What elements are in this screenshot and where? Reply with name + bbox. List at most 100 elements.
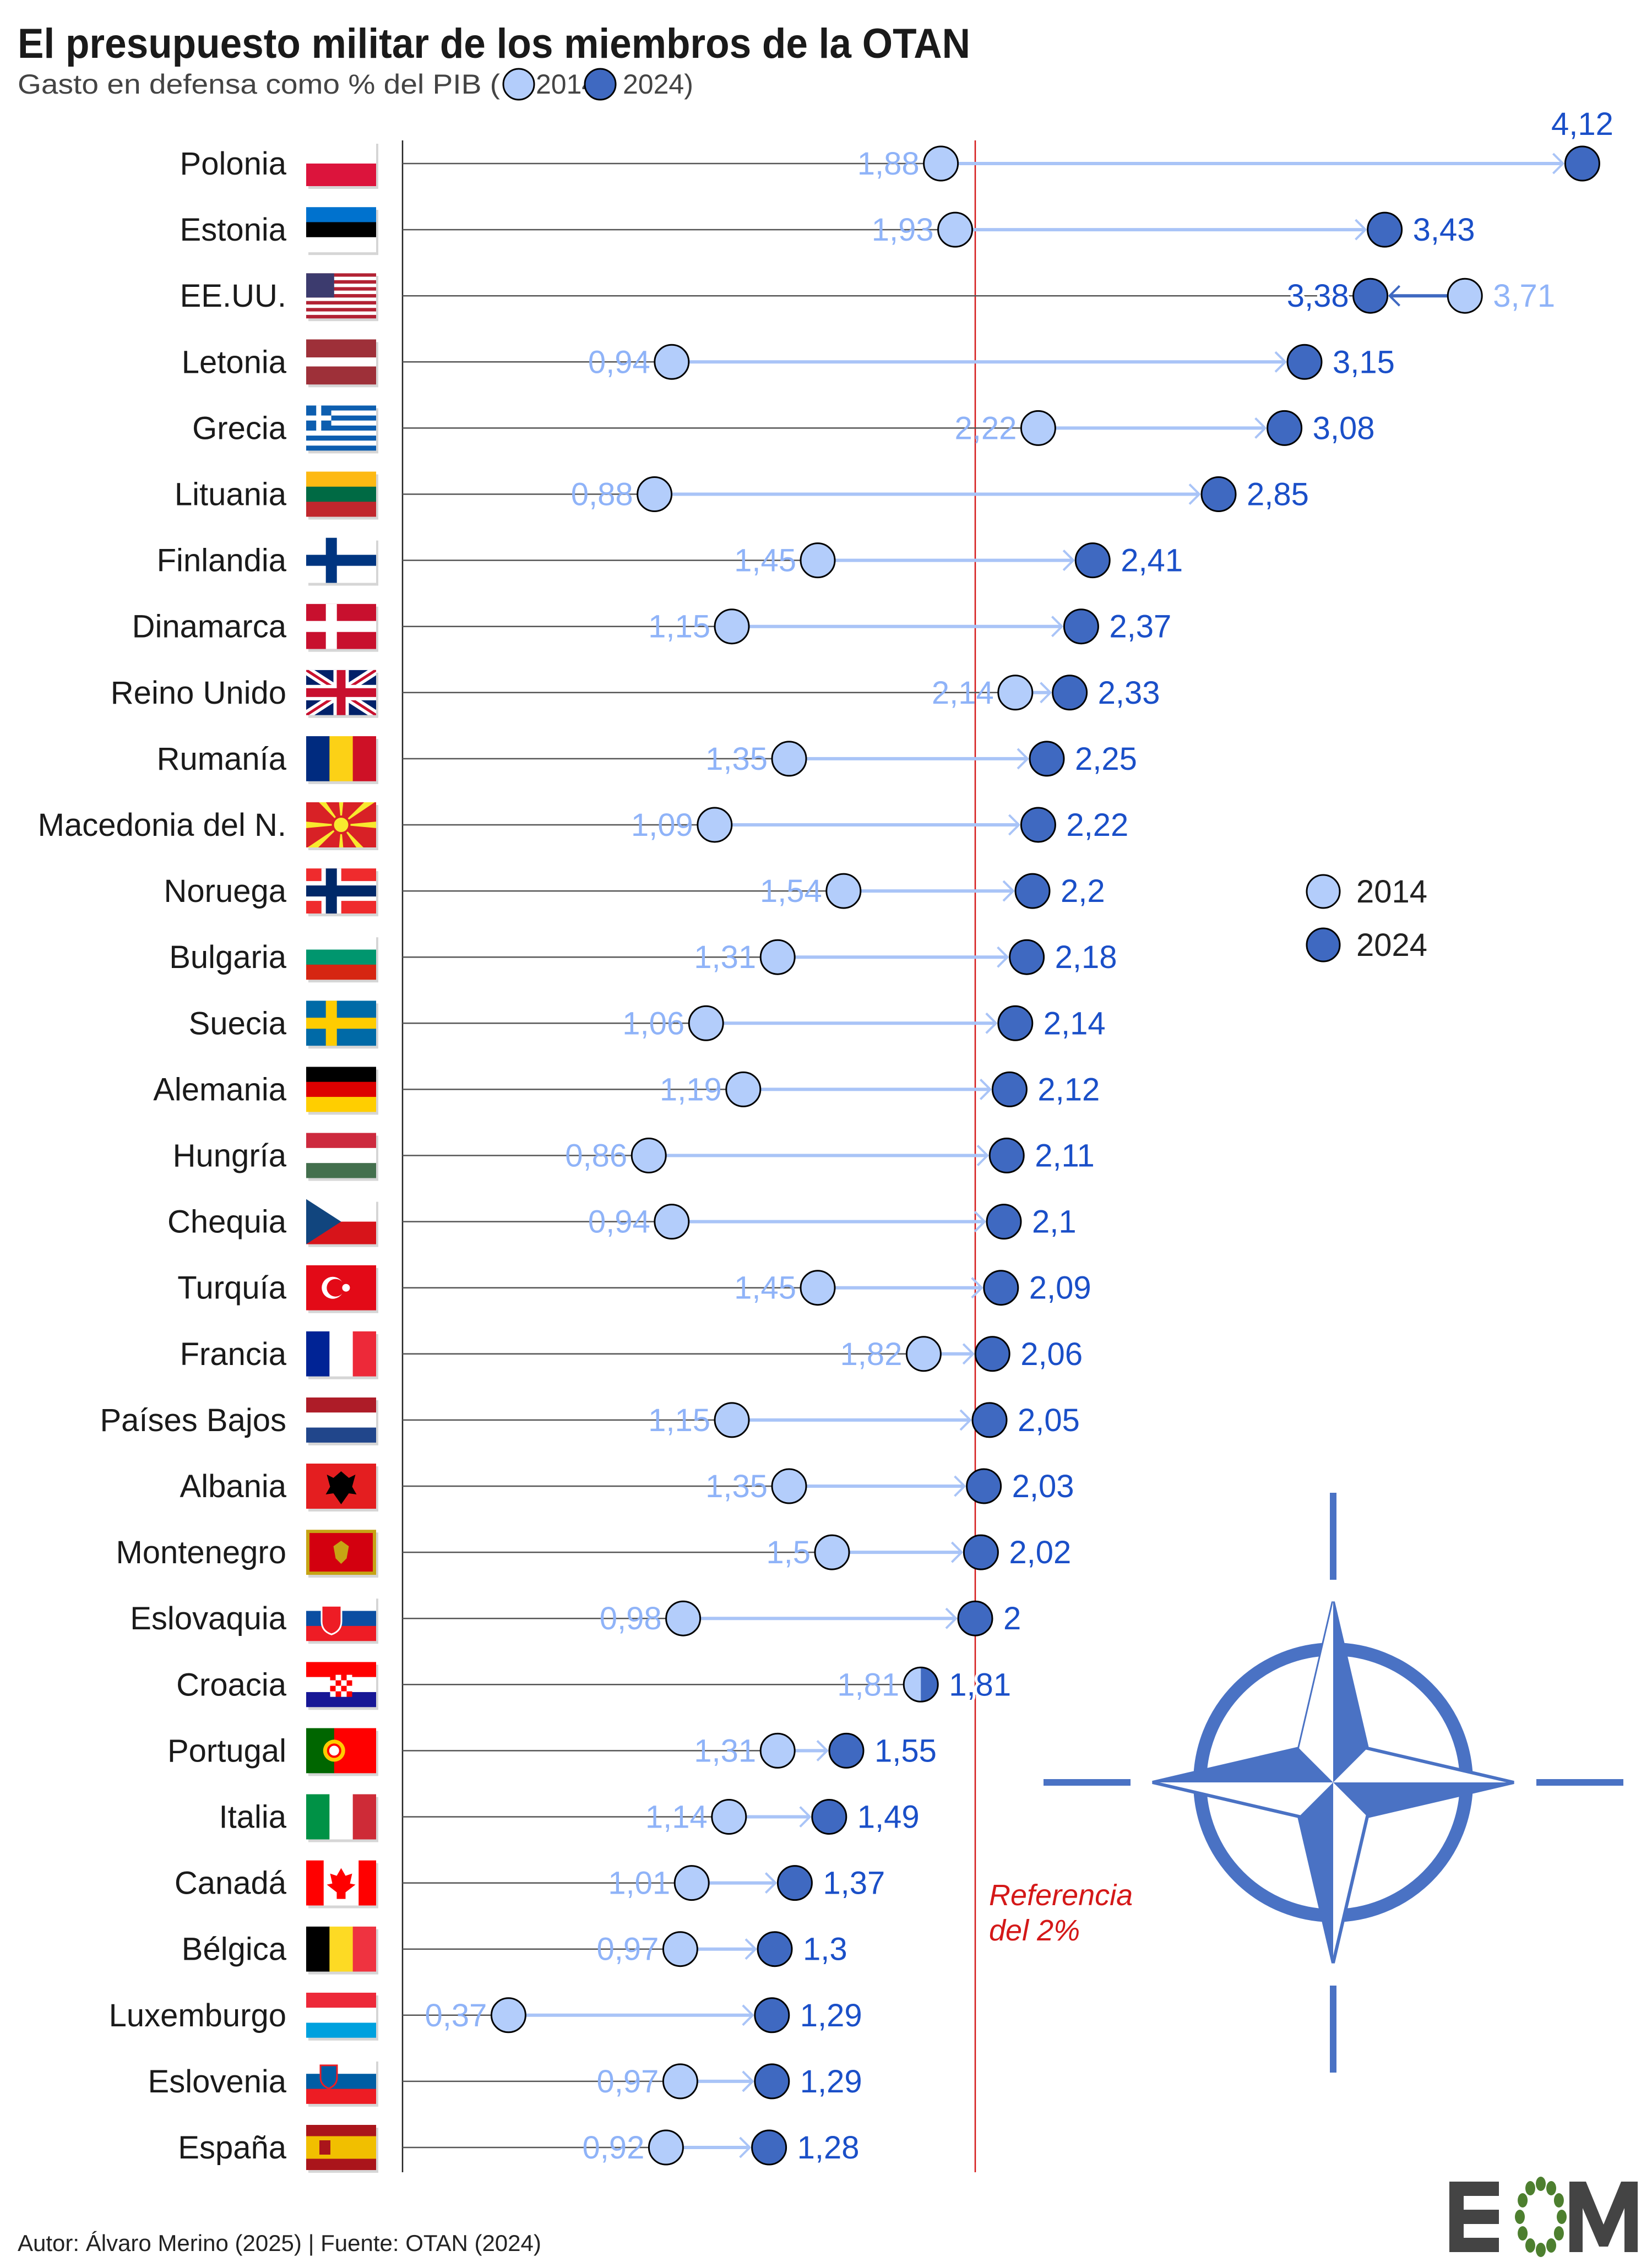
dot-2024 [971,1402,1008,1438]
country-label: Grecia [192,410,287,446]
dot-2014 [1020,410,1056,446]
dot-2014 [771,741,807,777]
value-label-2014: 0,97 [597,1932,659,1967]
legend-2014-marker [1306,874,1341,909]
nato-star-point [1153,1748,1333,1782]
flag-no [306,868,378,917]
eom-dot [1525,2181,1535,2196]
row-gr: Grecia 2,22 3,08 [192,405,1377,454]
nato-star-point [1333,1602,1367,1782]
dot-2024 [1063,608,1099,645]
eom-dot [1557,2210,1567,2224]
country-label: Letonia [182,344,287,380]
legend-2014-label: 2014 [1356,874,1427,910]
flag-be [306,1926,378,1975]
row-no: Noruega 1,54 2,2 [164,868,1108,917]
country-label: Montenegro [116,1535,286,1570]
country-label: EE.UU. [180,278,286,314]
dot-2024 [1286,344,1323,380]
flag-lt [306,471,378,520]
value-label-2024: 2,12 [1037,1072,1100,1107]
dot-2024 [1267,410,1303,446]
arrow-head [816,1739,828,1761]
flag-tr [306,1265,378,1313]
flag-pl [306,141,378,189]
arrow-head [1062,550,1075,572]
value-label-2014: 0,94 [588,344,650,380]
row-pt: Portugal 1,31 1,55 [167,1728,939,1776]
country-label: Estonia [180,212,287,248]
value-label-2014: 2,14 [932,675,994,711]
country-label: Croacia [176,1667,287,1703]
value-label-2014: 3,71 [1493,278,1555,314]
value-label-2024: 2,14 [1044,1005,1106,1041]
dot-2014 [771,1468,807,1504]
arrow-head [950,1541,963,1563]
subtitle: Gasto en defensa como % del PIB ( 2014 2… [18,68,693,101]
country-label: Italia [219,1799,286,1835]
value-label-2024: 2,25 [1075,741,1137,777]
row-tr: Turquía 1,45 2,09 [177,1265,1094,1313]
value-label-2014: 1,35 [705,741,768,777]
arrow-head [1274,351,1286,373]
arrow-head [1188,483,1200,505]
value-label-2014: 1,5 [766,1535,811,1570]
value-label-2014: 1,31 [694,1733,756,1769]
dot-2014 [800,1270,836,1306]
dot-2024 [957,1600,993,1636]
arrow-head [1254,417,1267,439]
dot-2024 [1020,807,1056,843]
dot-2014 [648,2129,684,2166]
nato-star-point [1333,1782,1514,1817]
value-label-2024: 2,05 [1018,1402,1080,1438]
country-label: Albania [180,1469,287,1504]
row-al: Albania 1,35 2,03 [180,1464,1077,1511]
dot-2024 [983,1270,1019,1306]
arrow-head [739,2136,751,2158]
country-label: Canadá [175,1866,287,1901]
value-label-2024: 2,37 [1109,609,1171,645]
arrow-head [997,946,1009,968]
value-label-2014: 1,01 [608,1866,670,1901]
value-label-2024: 2,41 [1121,543,1183,579]
eom-dot [1515,2210,1525,2224]
flag-cz [306,1199,378,1247]
value-label-2014: 0,86 [565,1138,627,1174]
nato-star-half [1299,1602,1333,1782]
flag-al [306,1464,378,1511]
flag-me [306,1530,378,1578]
arrow-head [954,1475,966,1497]
value-label-2024: 2,2 [1061,873,1105,909]
country-label: Luxemburgo [109,1998,286,2033]
dot-2014 [759,1732,796,1769]
country-label: Hungría [173,1138,287,1174]
legend: 2014 2024 [1306,874,1427,963]
value-label-2024: 3,08 [1313,410,1375,446]
country-label: Reino Unido [111,675,286,711]
dot-2014 [825,873,862,909]
dot-2014 [725,1071,762,1107]
dot-2024 [921,1667,938,1702]
dot-outline [903,1666,939,1703]
dot-2014 [904,1667,921,1702]
chart-title: El presupuesto militar de los miembros d… [18,20,970,67]
dot-2024 [988,1138,1025,1173]
dot-2014 [665,1600,702,1636]
value-label-2014: 2,22 [955,410,1017,446]
eom-dot [1518,2193,1528,2207]
dot-2024 [1367,211,1403,248]
country-label: Portugal [167,1733,286,1769]
flag-nl [306,1397,378,1445]
value-label-2024: 1,81 [949,1667,1011,1703]
country-label: Suecia [189,1005,287,1041]
reference-label-line2: del 2% [989,1914,1080,1947]
dot-2014 [662,2063,698,2100]
country-label: Turquía [177,1270,286,1306]
row-de: Alemania 1,19 2,12 [153,1067,1102,1115]
value-label-2024: 2,09 [1029,1270,1091,1306]
arrow-head [985,1012,997,1034]
arrow-head [1355,219,1367,241]
legend-2024-label: 2024 [1356,927,1427,963]
flag-fi [306,537,378,586]
value-label-2014: 1,45 [734,543,796,579]
